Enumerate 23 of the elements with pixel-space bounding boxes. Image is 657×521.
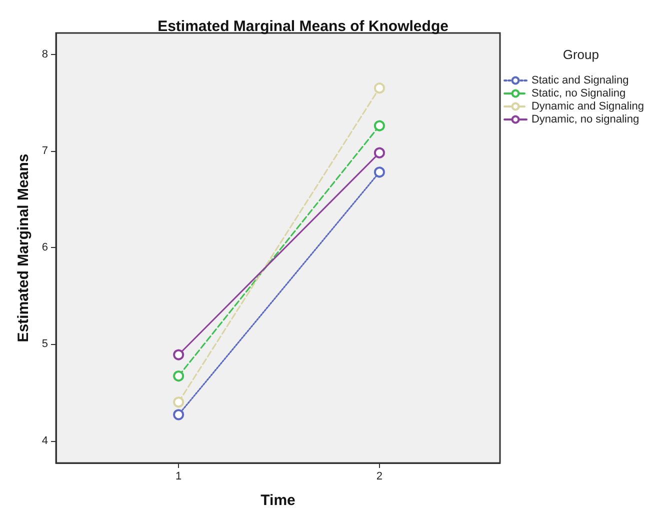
point bbox=[173, 396, 184, 408]
x-tick-label: 2 bbox=[376, 470, 383, 482]
y-tick-label: 7 bbox=[42, 144, 48, 157]
legend-label: Dynamic, no signaling bbox=[531, 114, 640, 126]
point bbox=[374, 147, 385, 158]
legend-label: Dynamic and Signaling bbox=[531, 100, 644, 112]
legend-label: Static, no Signaling bbox=[531, 88, 626, 100]
y-axis-title: Estimated Marginal Means bbox=[15, 154, 32, 342]
y-tick-label: 6 bbox=[42, 242, 48, 254]
y-tick-label: 5 bbox=[42, 338, 48, 350]
legend-title: Group bbox=[562, 47, 600, 62]
point bbox=[173, 370, 184, 382]
legend-label: Static and Signaling bbox=[531, 74, 629, 86]
y-tick-label: 4 bbox=[42, 434, 48, 447]
x-axis-title: Time bbox=[260, 492, 296, 509]
point bbox=[374, 120, 385, 132]
point bbox=[173, 349, 184, 360]
x-tick-label: 1 bbox=[176, 470, 182, 482]
y-tick-label: 8 bbox=[42, 48, 48, 60]
point bbox=[173, 409, 184, 420]
chart-title: Estimated Marginal Means of Knowledge bbox=[158, 18, 448, 35]
point bbox=[374, 166, 385, 178]
point bbox=[374, 82, 385, 94]
